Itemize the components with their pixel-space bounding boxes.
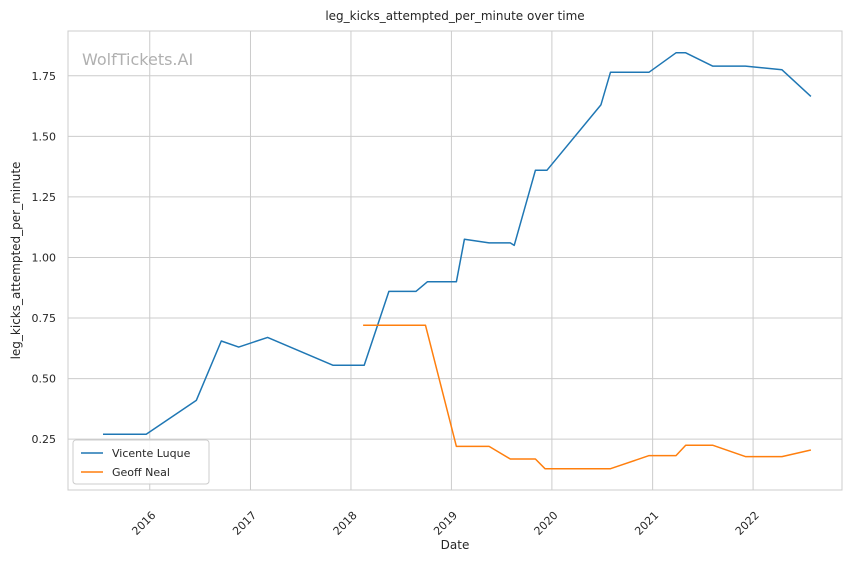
y-axis-ticks: 0.25 0.50 0.75 1.00 1.25 1.50 1.75 — [32, 70, 57, 446]
gridlines — [68, 31, 842, 490]
y-tick-label: 1.00 — [32, 251, 57, 264]
series-line-geoff-neal — [363, 324, 812, 470]
legend-label: Geoff Neal — [112, 466, 170, 479]
legend-box — [72, 439, 210, 485]
plot-area-frame — [67, 30, 843, 491]
y-axis-title: leg_kicks_attempted_per_minute — [9, 162, 23, 360]
y-tick-label: 1.50 — [32, 130, 57, 143]
legend: Vicente Luque Geoff Neal — [72, 439, 210, 485]
y-tick-label: 0.25 — [32, 433, 57, 446]
y-tick-label: 1.25 — [32, 191, 57, 204]
series-line-vicente-luque — [103, 52, 812, 436]
y-tick-label: 0.50 — [32, 373, 57, 386]
chart-title: leg_kicks_attempted_per_minute over time — [325, 9, 584, 23]
x-axis-title: Date — [441, 538, 470, 552]
legend-label: Vicente Luque — [112, 447, 191, 460]
y-tick-label: 0.75 — [32, 312, 57, 325]
series-lines — [103, 52, 812, 470]
y-tick-label: 1.75 — [32, 70, 57, 83]
watermark-text: WolfTickets.AI — [82, 50, 193, 69]
